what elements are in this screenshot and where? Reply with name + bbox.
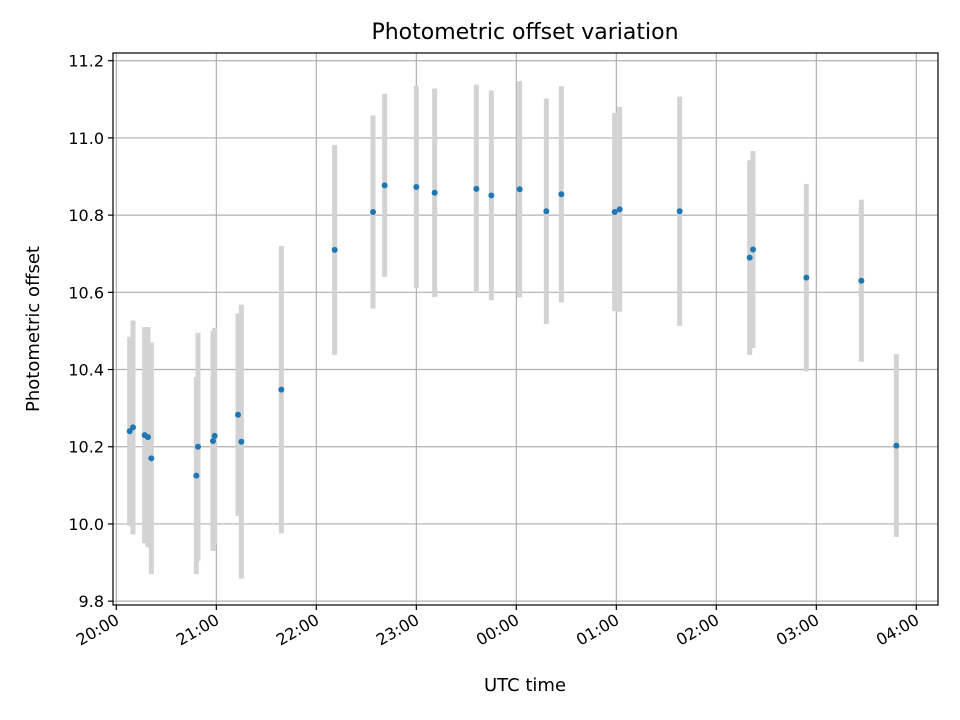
data-point xyxy=(278,386,285,393)
data-point xyxy=(803,274,810,281)
chart-title: Photometric offset variation xyxy=(371,20,678,45)
x-tick-label: 02:00 xyxy=(673,610,722,650)
data-point xyxy=(413,183,420,190)
x-tick-label: 04:00 xyxy=(873,610,922,650)
data-point xyxy=(195,443,201,450)
data-point xyxy=(473,185,480,192)
data-point xyxy=(516,186,523,193)
x-tick-label: 01:00 xyxy=(573,610,622,650)
plot-background xyxy=(113,53,938,605)
x-tick-label: 21:00 xyxy=(173,610,222,650)
x-tick-label: 20:00 xyxy=(73,610,122,650)
y-tick-label: 10.0 xyxy=(68,515,104,534)
data-point xyxy=(210,437,216,444)
data-point xyxy=(130,424,136,431)
y-tick-label: 10.8 xyxy=(68,206,104,225)
y-axis-ticks: 9.8 10.0 10.2 10.4 10.6 10.8 11.0 11.2 xyxy=(68,52,113,611)
data-point xyxy=(148,455,155,462)
data-point xyxy=(676,208,683,215)
data-point xyxy=(370,209,376,216)
y-axis-label: Photometric offset xyxy=(23,246,44,412)
data-point xyxy=(858,277,865,284)
data-point xyxy=(611,209,618,216)
y-tick-label: 11.0 xyxy=(68,129,104,148)
data-point xyxy=(746,254,753,261)
y-tick-label: 10.2 xyxy=(68,438,104,457)
data-point xyxy=(235,411,241,418)
y-tick-label: 10.4 xyxy=(68,361,104,380)
data-point xyxy=(893,442,900,449)
x-tick-label: 00:00 xyxy=(473,610,522,650)
data-points xyxy=(126,182,900,479)
x-tick-label: 22:00 xyxy=(273,610,322,650)
y-tick-label: 10.6 xyxy=(68,283,104,302)
x-axis-label: UTC time xyxy=(484,675,566,696)
data-point xyxy=(145,434,151,441)
data-point xyxy=(211,432,218,439)
plot-frame xyxy=(112,52,939,606)
data-point xyxy=(543,208,550,215)
x-tick-label: 23:00 xyxy=(373,610,422,650)
data-point xyxy=(488,192,495,199)
data-point xyxy=(331,246,338,253)
data-point xyxy=(431,189,438,196)
y-tick-label: 11.2 xyxy=(68,52,104,71)
data-point xyxy=(193,472,200,479)
y-tick-label: 9.8 xyxy=(79,592,104,611)
data-point xyxy=(381,182,388,189)
data-point xyxy=(238,438,245,445)
y-gridlines xyxy=(113,60,938,602)
data-point xyxy=(750,246,756,253)
data-point xyxy=(616,206,623,213)
x-axis-ticks: 20:00 21:00 22:00 23:00 00:00 01:00 02:00 03:00… xyxy=(73,605,922,650)
x-tick-label: 03:00 xyxy=(773,610,822,650)
data-point xyxy=(558,191,565,198)
